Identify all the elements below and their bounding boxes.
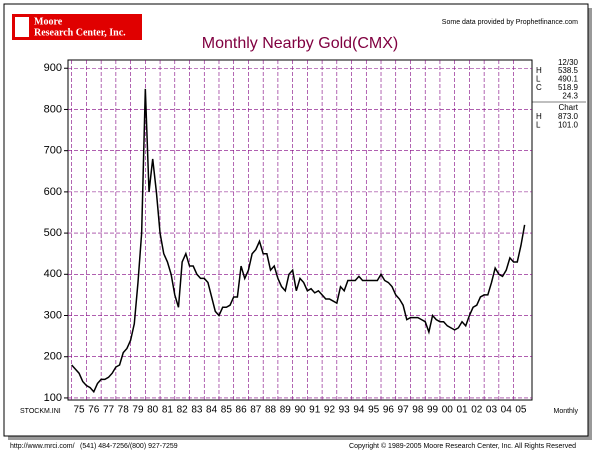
x-tick-label: 75 xyxy=(73,405,85,416)
x-tick-label: 98 xyxy=(412,405,424,416)
y-tick-label: 200 xyxy=(44,351,62,363)
y-tick-label: 900 xyxy=(44,62,62,74)
x-tick-label: 91 xyxy=(309,405,321,416)
x-tick-label: 81 xyxy=(162,405,174,416)
x-tick-label: 79 xyxy=(132,405,144,416)
x-tick-label: 92 xyxy=(324,405,336,416)
panel-date: 12/30 xyxy=(558,58,579,67)
x-tick-label: 78 xyxy=(118,405,130,416)
panel-value: 873.0 xyxy=(558,112,579,121)
x-tick-label: 02 xyxy=(471,405,483,416)
panel-value: 490.1 xyxy=(558,75,579,84)
x-tick-label: 86 xyxy=(236,405,248,416)
y-tick-label: 300 xyxy=(44,309,62,321)
logo-box xyxy=(12,14,142,40)
panel-label: Chart xyxy=(558,103,578,112)
panel-key: L xyxy=(536,75,541,84)
panel-key: H xyxy=(536,66,542,75)
period-label: Monthly xyxy=(553,408,578,415)
file-label: STOCKM.INI xyxy=(20,408,61,415)
logo-text: Moore xyxy=(34,16,63,27)
panel-key: H xyxy=(536,112,542,121)
x-tick-label: 03 xyxy=(486,405,498,416)
x-tick-label: 90 xyxy=(294,405,306,416)
x-tick-label: 99 xyxy=(427,405,439,416)
panel-value: 24.3 xyxy=(562,92,578,101)
logo-icon xyxy=(15,17,29,37)
x-tick-label: 80 xyxy=(147,405,159,416)
logo-text: Research Center, Inc. xyxy=(34,27,126,38)
y-tick-label: 700 xyxy=(44,145,62,157)
price-line xyxy=(71,88,526,394)
y-tick-label: 800 xyxy=(44,103,62,115)
chart-title: Monthly Nearby Gold(CMX) xyxy=(202,35,399,52)
y-tick-label: 100 xyxy=(44,392,62,404)
x-tick-label: 77 xyxy=(103,405,115,416)
x-tick-label: 95 xyxy=(368,405,380,416)
x-tick-label: 93 xyxy=(339,405,351,416)
x-tick-label: 05 xyxy=(515,405,527,416)
panel-key: L xyxy=(536,121,541,130)
panel-value: 101.0 xyxy=(558,121,579,130)
side-panel: H 538.5 L 490.1 C 518.924.3 Chart H 873.0 L 101.0 xyxy=(536,66,579,130)
x-tick-label: 82 xyxy=(177,405,189,416)
x-tick-label: 89 xyxy=(280,405,292,416)
y-tick-label: 600 xyxy=(44,186,62,198)
panel-value: 518.9 xyxy=(558,83,579,92)
frame xyxy=(3,3,589,437)
x-tick-label: 87 xyxy=(250,405,262,416)
x-tick-label: 00 xyxy=(442,405,454,416)
url: http://www.mrci.com/ xyxy=(10,443,75,450)
x-tick-label: 01 xyxy=(456,405,468,416)
x-tick-label: 76 xyxy=(88,405,100,416)
copyright: Copyright © 1989-2005 Moore Research Cen… xyxy=(349,442,576,450)
x-tick-label: 97 xyxy=(398,405,410,416)
y-tick-label: 500 xyxy=(44,227,62,239)
x-tick-label: 04 xyxy=(501,405,513,416)
plot-area xyxy=(67,59,533,401)
x-tick-label: 85 xyxy=(221,405,233,416)
source-note: Some data provided by Prophetfinance.com xyxy=(442,19,578,26)
panel-value: 538.5 xyxy=(558,66,579,75)
x-tick-label: 83 xyxy=(191,405,203,416)
x-tick-label: 94 xyxy=(353,405,365,416)
y-tick-label: 400 xyxy=(44,268,62,280)
x-tick-label: 88 xyxy=(265,405,277,416)
x-tick-label: 84 xyxy=(206,405,218,416)
phone: (541) 484-7256/(800) 927-7259 xyxy=(80,443,178,450)
panel-key: C xyxy=(536,83,542,92)
x-tick-label: 96 xyxy=(383,405,395,416)
